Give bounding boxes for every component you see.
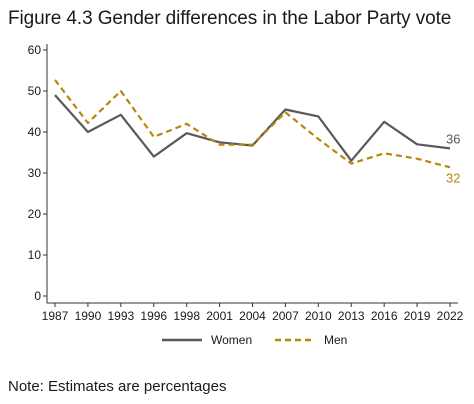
y-tick-label: 40	[28, 125, 42, 139]
y-tick-label: 30	[28, 166, 42, 180]
series-line-women	[54, 94, 451, 162]
y-tick-label: 60	[28, 43, 42, 57]
x-tick-label: 2016	[371, 309, 398, 323]
x-tick-label: 2019	[404, 309, 431, 323]
y-tick-label: 20	[28, 207, 42, 221]
y-tick-label: 0	[34, 289, 41, 303]
y-tick-label: 10	[28, 248, 42, 262]
x-tick-label: 1993	[107, 309, 134, 323]
x-tick-label: 1987	[42, 309, 69, 323]
x-tick-label: 1990	[75, 309, 102, 323]
x-tick-label: 2022	[437, 309, 464, 323]
chart-title: Figure 4.3 Gender differences in the Lab…	[8, 8, 452, 29]
legend-label-men: Men	[324, 333, 347, 347]
legend-label-women: Women	[211, 333, 252, 347]
x-tick-label: 2007	[272, 309, 299, 323]
x-tick-label: 2001	[206, 309, 233, 323]
x-tick-label: 2013	[338, 309, 365, 323]
x-tick-label: 2004	[239, 309, 266, 323]
end-label-women: 36	[446, 131, 460, 146]
x-tick-label: 2010	[305, 309, 332, 323]
end-label-men: 32	[446, 170, 460, 185]
x-tick-label: 1998	[173, 309, 200, 323]
x-tick-label: 1996	[140, 309, 167, 323]
y-tick-label: 50	[28, 84, 42, 98]
series-line-men	[54, 79, 451, 169]
chart-note: Note: Estimates are percentages	[8, 378, 227, 395]
